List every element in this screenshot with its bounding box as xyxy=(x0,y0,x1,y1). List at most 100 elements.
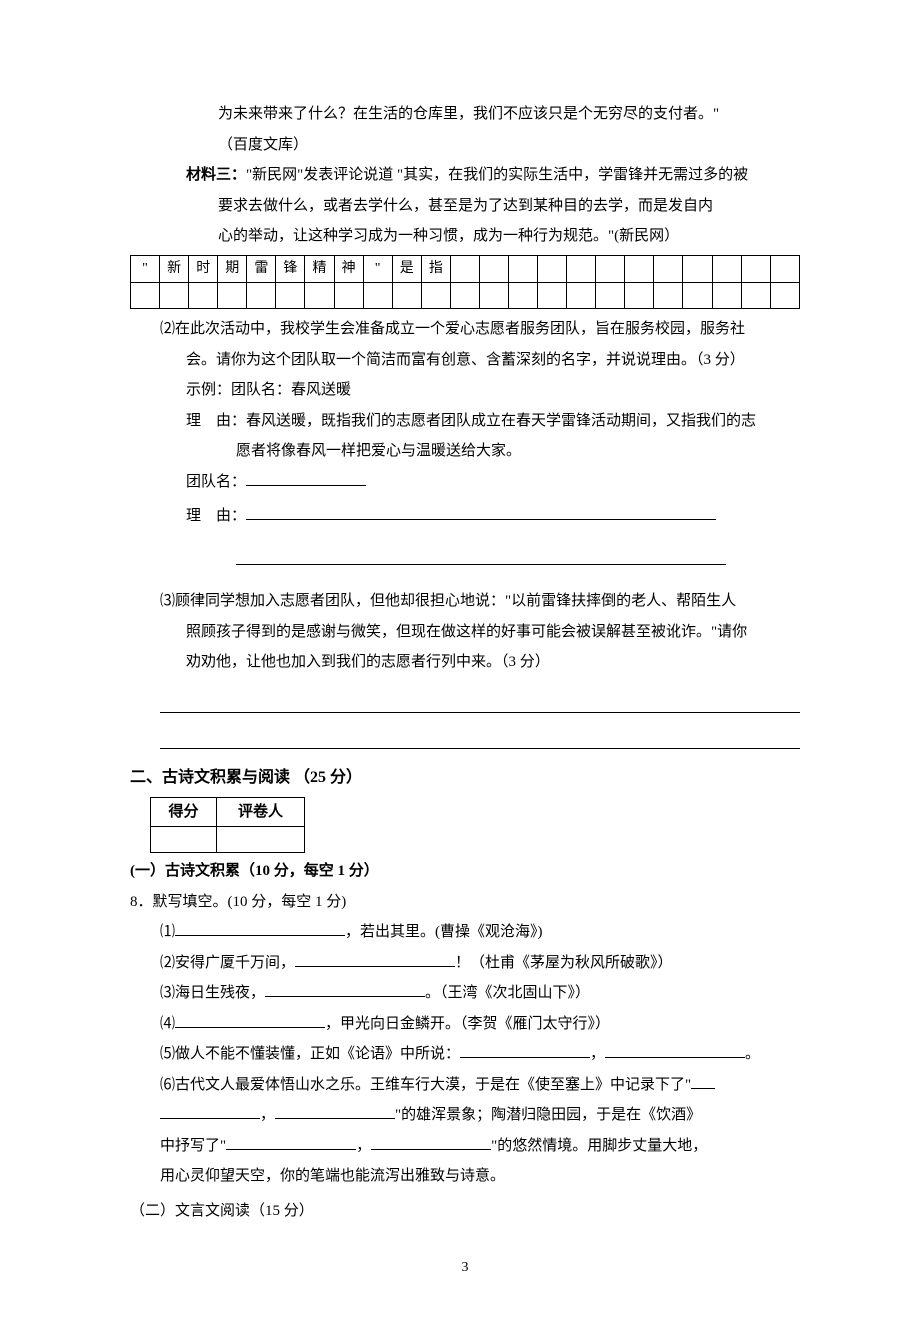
grid-cell xyxy=(770,255,799,283)
grid-cell-empty[interactable] xyxy=(421,283,450,309)
grid-cell-empty[interactable] xyxy=(654,283,683,309)
item-3-prefix: ⑶海日生残夜， xyxy=(160,985,265,1001)
question-3-answer-line-1[interactable] xyxy=(160,691,800,713)
item-4-blank[interactable] xyxy=(175,1013,325,1028)
item-3-suffix: 。（王湾《次北固山下》） xyxy=(425,985,590,1001)
team-name-label: 团队名： xyxy=(186,474,246,490)
item-5: ⑸做人不能不懂装懂，正如《论语》中所说： ， 。 xyxy=(130,1040,800,1069)
item-6-comma1: ， xyxy=(260,1107,275,1123)
grid-cell-empty[interactable] xyxy=(538,283,567,309)
item-6-line1: ⑹古代文人最爱体悟山水之乐。王维车行大漠，于是在《使至塞上》中记录下了" xyxy=(130,1071,800,1100)
question-3-line2: 照顾孩子得到的是感谢与微笑，但现在做这样的好事可能会被误解甚至被讹诈。"请你 xyxy=(130,618,800,647)
grid-cell-empty[interactable] xyxy=(683,283,712,309)
grid-cell-empty[interactable] xyxy=(218,283,247,309)
grid-cell-empty[interactable] xyxy=(160,283,189,309)
item-3-blank[interactable] xyxy=(265,982,425,997)
item-6-blank-0[interactable] xyxy=(691,1074,715,1089)
team-name-blank[interactable] xyxy=(246,471,366,486)
subsection-1-title: (一）古诗文积累（10 分，每空 1 分） xyxy=(130,857,800,886)
material-3-label: 材料三： xyxy=(186,167,246,183)
grid-cell: 指 xyxy=(421,255,450,283)
question-3-line3: 劝劝他，让他也加入到我们的志愿者行列中来。（3 分） xyxy=(130,648,800,677)
question-2-example: 示例：团队名：春风送暖 xyxy=(130,376,800,405)
grid-cell-empty[interactable] xyxy=(596,283,625,309)
question-2-line1: ⑵在此次活动中，我校学生会准备成立一个爱心志愿者服务团队，旨在服务校园，服务社 xyxy=(130,315,800,344)
grid-cell-empty[interactable] xyxy=(741,283,770,309)
grid-cell-empty[interactable] xyxy=(450,283,479,309)
item-2-suffix: ！（杜甫《茅屋为秋风所破歌》） xyxy=(455,955,673,971)
grid-cell-empty[interactable] xyxy=(363,283,392,309)
item-6-blank-1[interactable] xyxy=(160,1104,260,1119)
reason-blank-line2 xyxy=(130,547,800,576)
grid-cell xyxy=(538,255,567,283)
grid-cell xyxy=(450,255,479,283)
grid-cell xyxy=(654,255,683,283)
grid-cell-empty[interactable] xyxy=(625,283,654,309)
grid-cell-empty[interactable] xyxy=(276,283,305,309)
item-1-blank[interactable] xyxy=(175,921,345,936)
grid-cell-empty[interactable] xyxy=(392,283,421,309)
grid-cell xyxy=(683,255,712,283)
grid-cell: 是 xyxy=(392,255,421,283)
question-3-line1: ⑶顾律同学想加入志愿者团队，但他却很担心地说："以前雷锋扶摔倒的老人、帮陌生人 xyxy=(130,587,800,616)
item-5-period: 。 xyxy=(745,1046,760,1062)
item-6-blank-4[interactable] xyxy=(371,1135,491,1150)
grid-cell-empty[interactable] xyxy=(189,283,218,309)
item-2: ⑵安得广厦千万间， ！（杜甫《茅屋为秋风所破歌》） xyxy=(130,949,800,978)
score-cell[interactable] xyxy=(151,827,217,853)
grid-cell xyxy=(712,255,741,283)
material-3-line2: 要求去做什么，或者去学什么，甚至是为了达到某种目的去学，而是发自内 xyxy=(130,192,800,221)
grid-cell: 锋 xyxy=(276,255,305,283)
item-5-prefix: ⑸做人不能不懂装懂，正如《论语》中所说： xyxy=(160,1046,460,1062)
score-table: 得分 评卷人 xyxy=(150,797,305,854)
section-2-title: 二、古诗文积累与阅读 （25 分） xyxy=(130,763,800,793)
item-6-comma2: ， xyxy=(356,1138,371,1154)
grid-cell xyxy=(596,255,625,283)
grid-cell-empty[interactable] xyxy=(712,283,741,309)
question-8-stem: 8．默写填空。(10 分，每空 1 分) xyxy=(130,888,800,917)
answer-grid-table: "新时期雷锋精神"是指 xyxy=(130,255,800,310)
item-6-blank-2[interactable] xyxy=(275,1104,395,1119)
item-6-prefix: ⑹古代文人最爱体悟山水之乐。王维车行大漠，于是在《使至塞上》中记录下了" xyxy=(160,1077,691,1093)
item-5-comma: ， xyxy=(590,1046,605,1062)
grid-cell-empty[interactable] xyxy=(479,283,508,309)
item-4: ⑷ ，甲光向日金鳞开。（李贺《雁门太守行》） xyxy=(130,1010,800,1039)
grid-cell-empty[interactable] xyxy=(247,283,276,309)
score-header-grader: 评卷人 xyxy=(217,797,305,827)
question-3-answer-line-2[interactable] xyxy=(160,727,800,749)
item-6-blank-3[interactable] xyxy=(226,1135,356,1150)
item-4-prefix: ⑷ xyxy=(160,1016,175,1032)
grid-cell xyxy=(479,255,508,283)
grid-cell-empty[interactable] xyxy=(509,283,538,309)
grid-cell: 神 xyxy=(334,255,363,283)
item-1-prefix: ⑴ xyxy=(160,924,175,940)
grid-cell xyxy=(625,255,654,283)
item-1: ⑴，若出其里。(曹操《观沧海》) xyxy=(130,918,800,947)
grid-cell-empty[interactable] xyxy=(770,283,799,309)
grid-cell: 新 xyxy=(160,255,189,283)
grid-cell xyxy=(509,255,538,283)
reason-blank-2[interactable] xyxy=(236,550,726,565)
grid-cell: 时 xyxy=(189,255,218,283)
reason-label: 理 由： xyxy=(186,413,246,429)
item-6-text3: 中抒写了" xyxy=(160,1138,226,1154)
grid-cell-empty[interactable] xyxy=(305,283,334,309)
team-name-field: 团队名： xyxy=(130,468,800,497)
item-6-text2: "的雄浑景象；陶潜归隐田园，于是在《饮酒》 xyxy=(395,1107,701,1123)
item-2-prefix: ⑵安得广厦千万间， xyxy=(160,955,295,971)
item-2-blank[interactable] xyxy=(295,952,455,967)
grader-cell[interactable] xyxy=(217,827,305,853)
grid-cell-empty[interactable] xyxy=(334,283,363,309)
reason-field-label: 理 由： xyxy=(186,508,246,524)
item-5-blank-2[interactable] xyxy=(605,1043,745,1058)
subsection-2-title: （二）文言文阅读（15 分） xyxy=(130,1197,800,1226)
material-3-line3: 心的举动，让这种学习成为一种习惯，成为一种行为规范。"(新民网） xyxy=(130,222,800,251)
grid-cell-empty[interactable] xyxy=(131,283,160,309)
item-5-blank-1[interactable] xyxy=(460,1043,590,1058)
item-4-suffix: ，甲光向日金鳞开。（李贺《雁门太守行》） xyxy=(325,1016,610,1032)
reason-field: 理 由： xyxy=(130,502,800,531)
reason-blank-1[interactable] xyxy=(246,505,716,520)
grid-cell xyxy=(741,255,770,283)
grid-cell-empty[interactable] xyxy=(567,283,596,309)
grid-cell: 雷 xyxy=(247,255,276,283)
